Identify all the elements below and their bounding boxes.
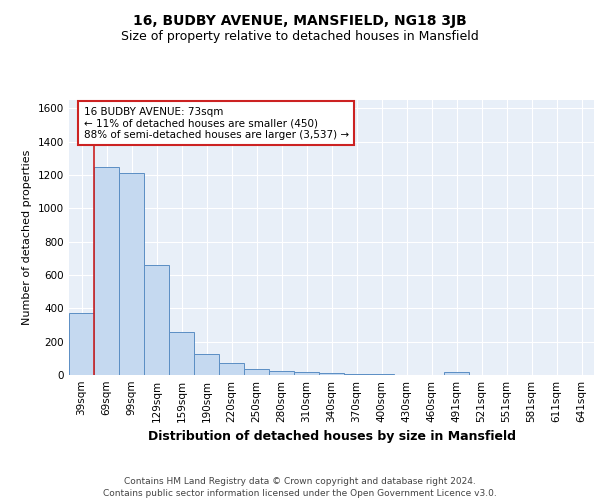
Text: 16 BUDBY AVENUE: 73sqm
← 11% of detached houses are smaller (450)
88% of semi-de: 16 BUDBY AVENUE: 73sqm ← 11% of detached… [83,106,349,140]
Bar [244,368,269,375]
Bar [194,354,219,375]
Text: 16, BUDBY AVENUE, MANSFIELD, NG18 3JB: 16, BUDBY AVENUE, MANSFIELD, NG18 3JB [133,14,467,28]
Bar [94,166,119,375]
Bar [319,373,344,375]
Text: Size of property relative to detached houses in Mansfield: Size of property relative to detached ho… [121,30,479,43]
Bar [69,314,94,375]
Bar [344,374,369,375]
Text: Contains HM Land Registry data © Crown copyright and database right 2024.
Contai: Contains HM Land Registry data © Crown c… [103,477,497,498]
Bar [169,332,194,375]
Bar [219,364,244,375]
Y-axis label: Number of detached properties: Number of detached properties [22,150,32,325]
Bar [144,265,169,375]
Bar [394,374,419,375]
Bar [119,174,144,375]
Bar [369,374,394,375]
Bar [269,371,294,375]
Bar [444,372,469,375]
Bar [294,372,319,375]
X-axis label: Distribution of detached houses by size in Mansfield: Distribution of detached houses by size … [148,430,515,444]
